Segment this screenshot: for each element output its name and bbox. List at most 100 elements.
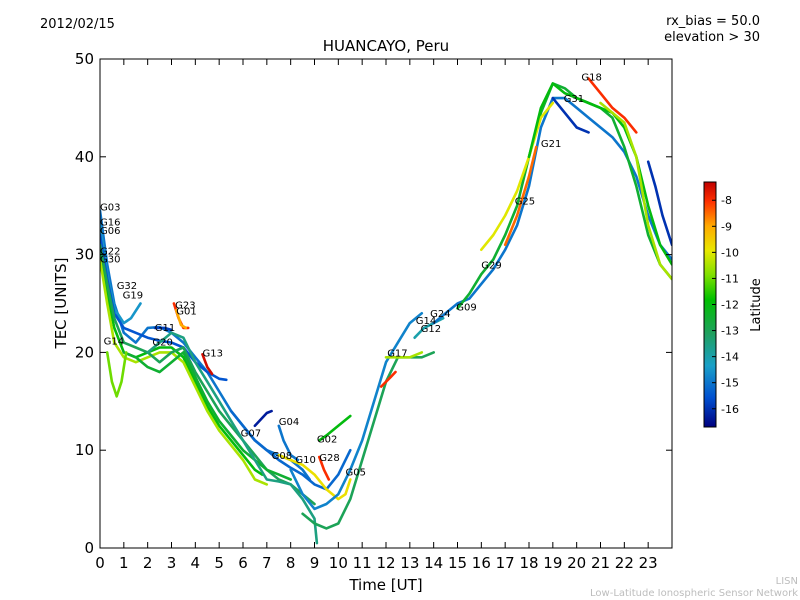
sat-label-g24: G24 xyxy=(430,309,450,320)
series-line-g03 xyxy=(100,209,312,481)
series-line-g32 xyxy=(100,243,316,506)
series-line-g21 xyxy=(503,145,538,247)
rx-bias-label: rx_bias = 50.0 xyxy=(666,14,760,29)
sat-label-g22: G22 xyxy=(100,247,120,258)
elevation-label: elevation > 30 xyxy=(664,30,760,45)
series-line-g14 xyxy=(105,351,128,398)
series-line-g05 xyxy=(289,311,424,511)
y-axis: 0 10 20 30 40 50 xyxy=(75,50,672,557)
x-tick-label: 8 xyxy=(286,554,296,572)
colorbar-tick-label: -13 xyxy=(721,325,739,338)
x-tick-label: 17 xyxy=(496,554,515,572)
x-tick-label: 7 xyxy=(262,554,272,572)
x-tick-label: 19 xyxy=(543,554,562,572)
x-tick-label: 13 xyxy=(400,554,419,572)
chart-title: HUANCAYO, Peru xyxy=(322,37,450,55)
y-tick-label: 10 xyxy=(75,441,94,459)
sat-label-g02: G02 xyxy=(317,434,337,445)
sat-label-g32: G32 xyxy=(117,281,137,292)
colorbar-ticks: -8 -9 -10 -11 -12 -13 -14 -15 -16 xyxy=(712,194,739,416)
sat-label-g01: G01 xyxy=(176,306,196,317)
x-tick-label: 11 xyxy=(353,554,372,572)
series-line-g08 xyxy=(253,409,273,428)
x-tick-label: 4 xyxy=(191,554,201,572)
x-tick-label: 0 xyxy=(95,554,105,572)
y-tick-label: 50 xyxy=(75,50,94,68)
colorbar-tick-label: -11 xyxy=(721,272,739,285)
series-line-g31 xyxy=(527,82,672,266)
x-tick-label: 5 xyxy=(214,554,224,572)
sat-label-g14: G14 xyxy=(104,337,124,348)
series-line-g02 xyxy=(317,414,352,442)
x-tick-label: 12 xyxy=(376,554,395,572)
series-line-g11 xyxy=(153,326,173,332)
x-tick-label: 3 xyxy=(167,554,177,572)
x-tick-label: 1 xyxy=(119,554,129,572)
x-tick-label: 18 xyxy=(519,554,538,572)
y-tick-label: 40 xyxy=(75,148,94,166)
sat-label-g09: G09 xyxy=(456,302,476,313)
series-line-g01 xyxy=(175,308,188,330)
colorbar-tick-label: -12 xyxy=(721,299,739,312)
series-line-g10 xyxy=(277,453,352,501)
x-tick-label: 9 xyxy=(310,554,320,572)
sat-label-g05: G05 xyxy=(346,468,366,479)
x-axis-label: Time [UT] xyxy=(348,576,422,594)
x-tick-label: 16 xyxy=(472,554,491,572)
series-line-g17b xyxy=(379,370,397,388)
x-axis: 0 1 2 3 4 5 6 7 8 9 10 11 12 13 14 15 16 17 18 19 20 21 22 23 xyxy=(95,59,658,572)
series-line-g26 xyxy=(646,160,672,247)
series-line-g07 xyxy=(229,409,352,491)
series-layer xyxy=(100,77,672,545)
sat-label-g30: G30 xyxy=(100,254,120,265)
colorbar-tick-label: -8 xyxy=(721,194,732,207)
x-tick-label: 6 xyxy=(238,554,248,572)
sat-label-g14: G14 xyxy=(416,316,436,327)
sat-label-g19: G19 xyxy=(123,291,143,302)
sat-label-g31: G31 xyxy=(564,94,584,105)
credit-lisn: LISN xyxy=(775,576,798,587)
series-line-g17 xyxy=(384,351,424,359)
sat-label-g29: G29 xyxy=(481,260,501,271)
x-tick-label: 21 xyxy=(591,554,610,572)
series-line-g21b xyxy=(551,96,590,134)
colorbar-tick-label: -9 xyxy=(721,220,732,233)
series-line-g28 xyxy=(317,455,331,481)
x-tick-label: 23 xyxy=(639,554,658,572)
x-tick-label: 10 xyxy=(329,554,348,572)
series-line-g20 xyxy=(146,331,319,545)
sat-label-g18: G18 xyxy=(581,73,601,84)
sat-label-g06: G06 xyxy=(100,226,120,237)
x-tick-label: 15 xyxy=(448,554,467,572)
colorbar: -8 -9 -10 -11 -12 -13 -14 -15 -16 Latitude xyxy=(703,181,764,428)
colorbar-label: Latitude xyxy=(749,278,764,332)
y-tick-label: 20 xyxy=(75,343,94,361)
sat-label-g12: G12 xyxy=(421,324,441,335)
x-tick-label: 14 xyxy=(424,554,443,572)
sat-label-g08: G08 xyxy=(272,451,292,462)
colorbar-tick-label: -16 xyxy=(721,403,739,416)
series-line-g25 xyxy=(479,101,555,251)
colorbar-tick-label: -10 xyxy=(721,246,739,259)
colorbar-tick-label: -15 xyxy=(721,377,739,390)
credit-network: Low-Latitude Ionospheric Sensor Network xyxy=(590,588,798,599)
series-line-g13 xyxy=(201,353,214,376)
y-tick-label: 0 xyxy=(84,539,94,557)
y-tick-label: 30 xyxy=(75,246,94,264)
series-line-g18 xyxy=(587,77,638,134)
sat-label-g04: G04 xyxy=(279,417,299,428)
sat-label-g28: G28 xyxy=(319,453,339,464)
series-line-g22 xyxy=(100,248,264,476)
sat-label-g25: G25 xyxy=(515,197,535,208)
x-tick-label: 22 xyxy=(615,554,634,572)
x-tick-label: 20 xyxy=(567,554,586,572)
date-label: 2012/02/15 xyxy=(40,17,115,32)
series-line-g19 xyxy=(122,351,293,481)
colorbar-tick-label: -14 xyxy=(721,351,739,364)
sat-label-g07: G07 xyxy=(241,429,261,440)
series-line-g29 xyxy=(456,82,672,310)
sat-label-g13: G13 xyxy=(203,348,223,359)
series-line-g04 xyxy=(277,424,300,462)
sat-label-g23: G23 xyxy=(175,300,195,311)
